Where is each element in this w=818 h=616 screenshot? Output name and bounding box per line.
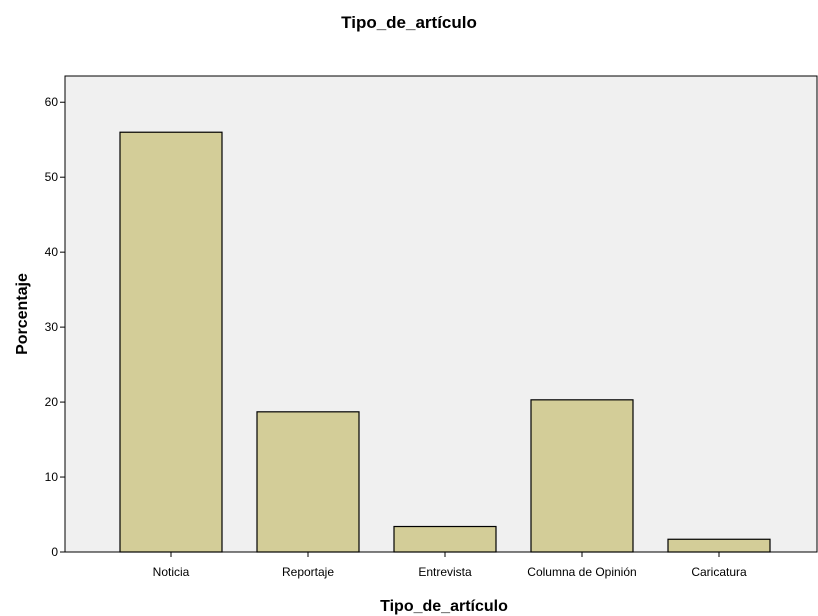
x-tick-label: Caricatura: [691, 565, 747, 579]
y-tick-label: 10: [45, 470, 59, 484]
y-tick-label: 40: [45, 245, 59, 259]
bar-caricatura: [667, 538, 771, 553]
x-tick-label: Columna de Opinión: [527, 565, 636, 579]
bar-columna-de-opini-n: [530, 399, 634, 553]
chart-title: Tipo_de_artículo: [341, 13, 477, 32]
y-tick-label: 20: [45, 395, 59, 409]
x-axis-title: Tipo_de_artículo: [380, 598, 508, 615]
y-tick-label: 50: [45, 170, 59, 184]
y-tick-label: 0: [51, 545, 58, 559]
bar-noticia: [119, 131, 223, 553]
bar-entrevista: [393, 525, 497, 553]
bar-reportaje: [256, 411, 360, 553]
y-tick-label: 30: [45, 320, 59, 334]
y-axis-title: Porcentaje: [14, 273, 31, 355]
x-tick-label: Entrevista: [418, 565, 472, 579]
y-axis-ticks: 0 10 20 30 40 50 60: [45, 95, 65, 559]
bars: [119, 131, 771, 553]
x-tick-label: Reportaje: [282, 565, 334, 579]
x-tick-label: Noticia: [153, 565, 190, 579]
y-tick-label: 60: [45, 95, 59, 109]
x-axis-ticks: Noticia Reportaje Entrevista Columna de Opi…: [153, 552, 747, 579]
